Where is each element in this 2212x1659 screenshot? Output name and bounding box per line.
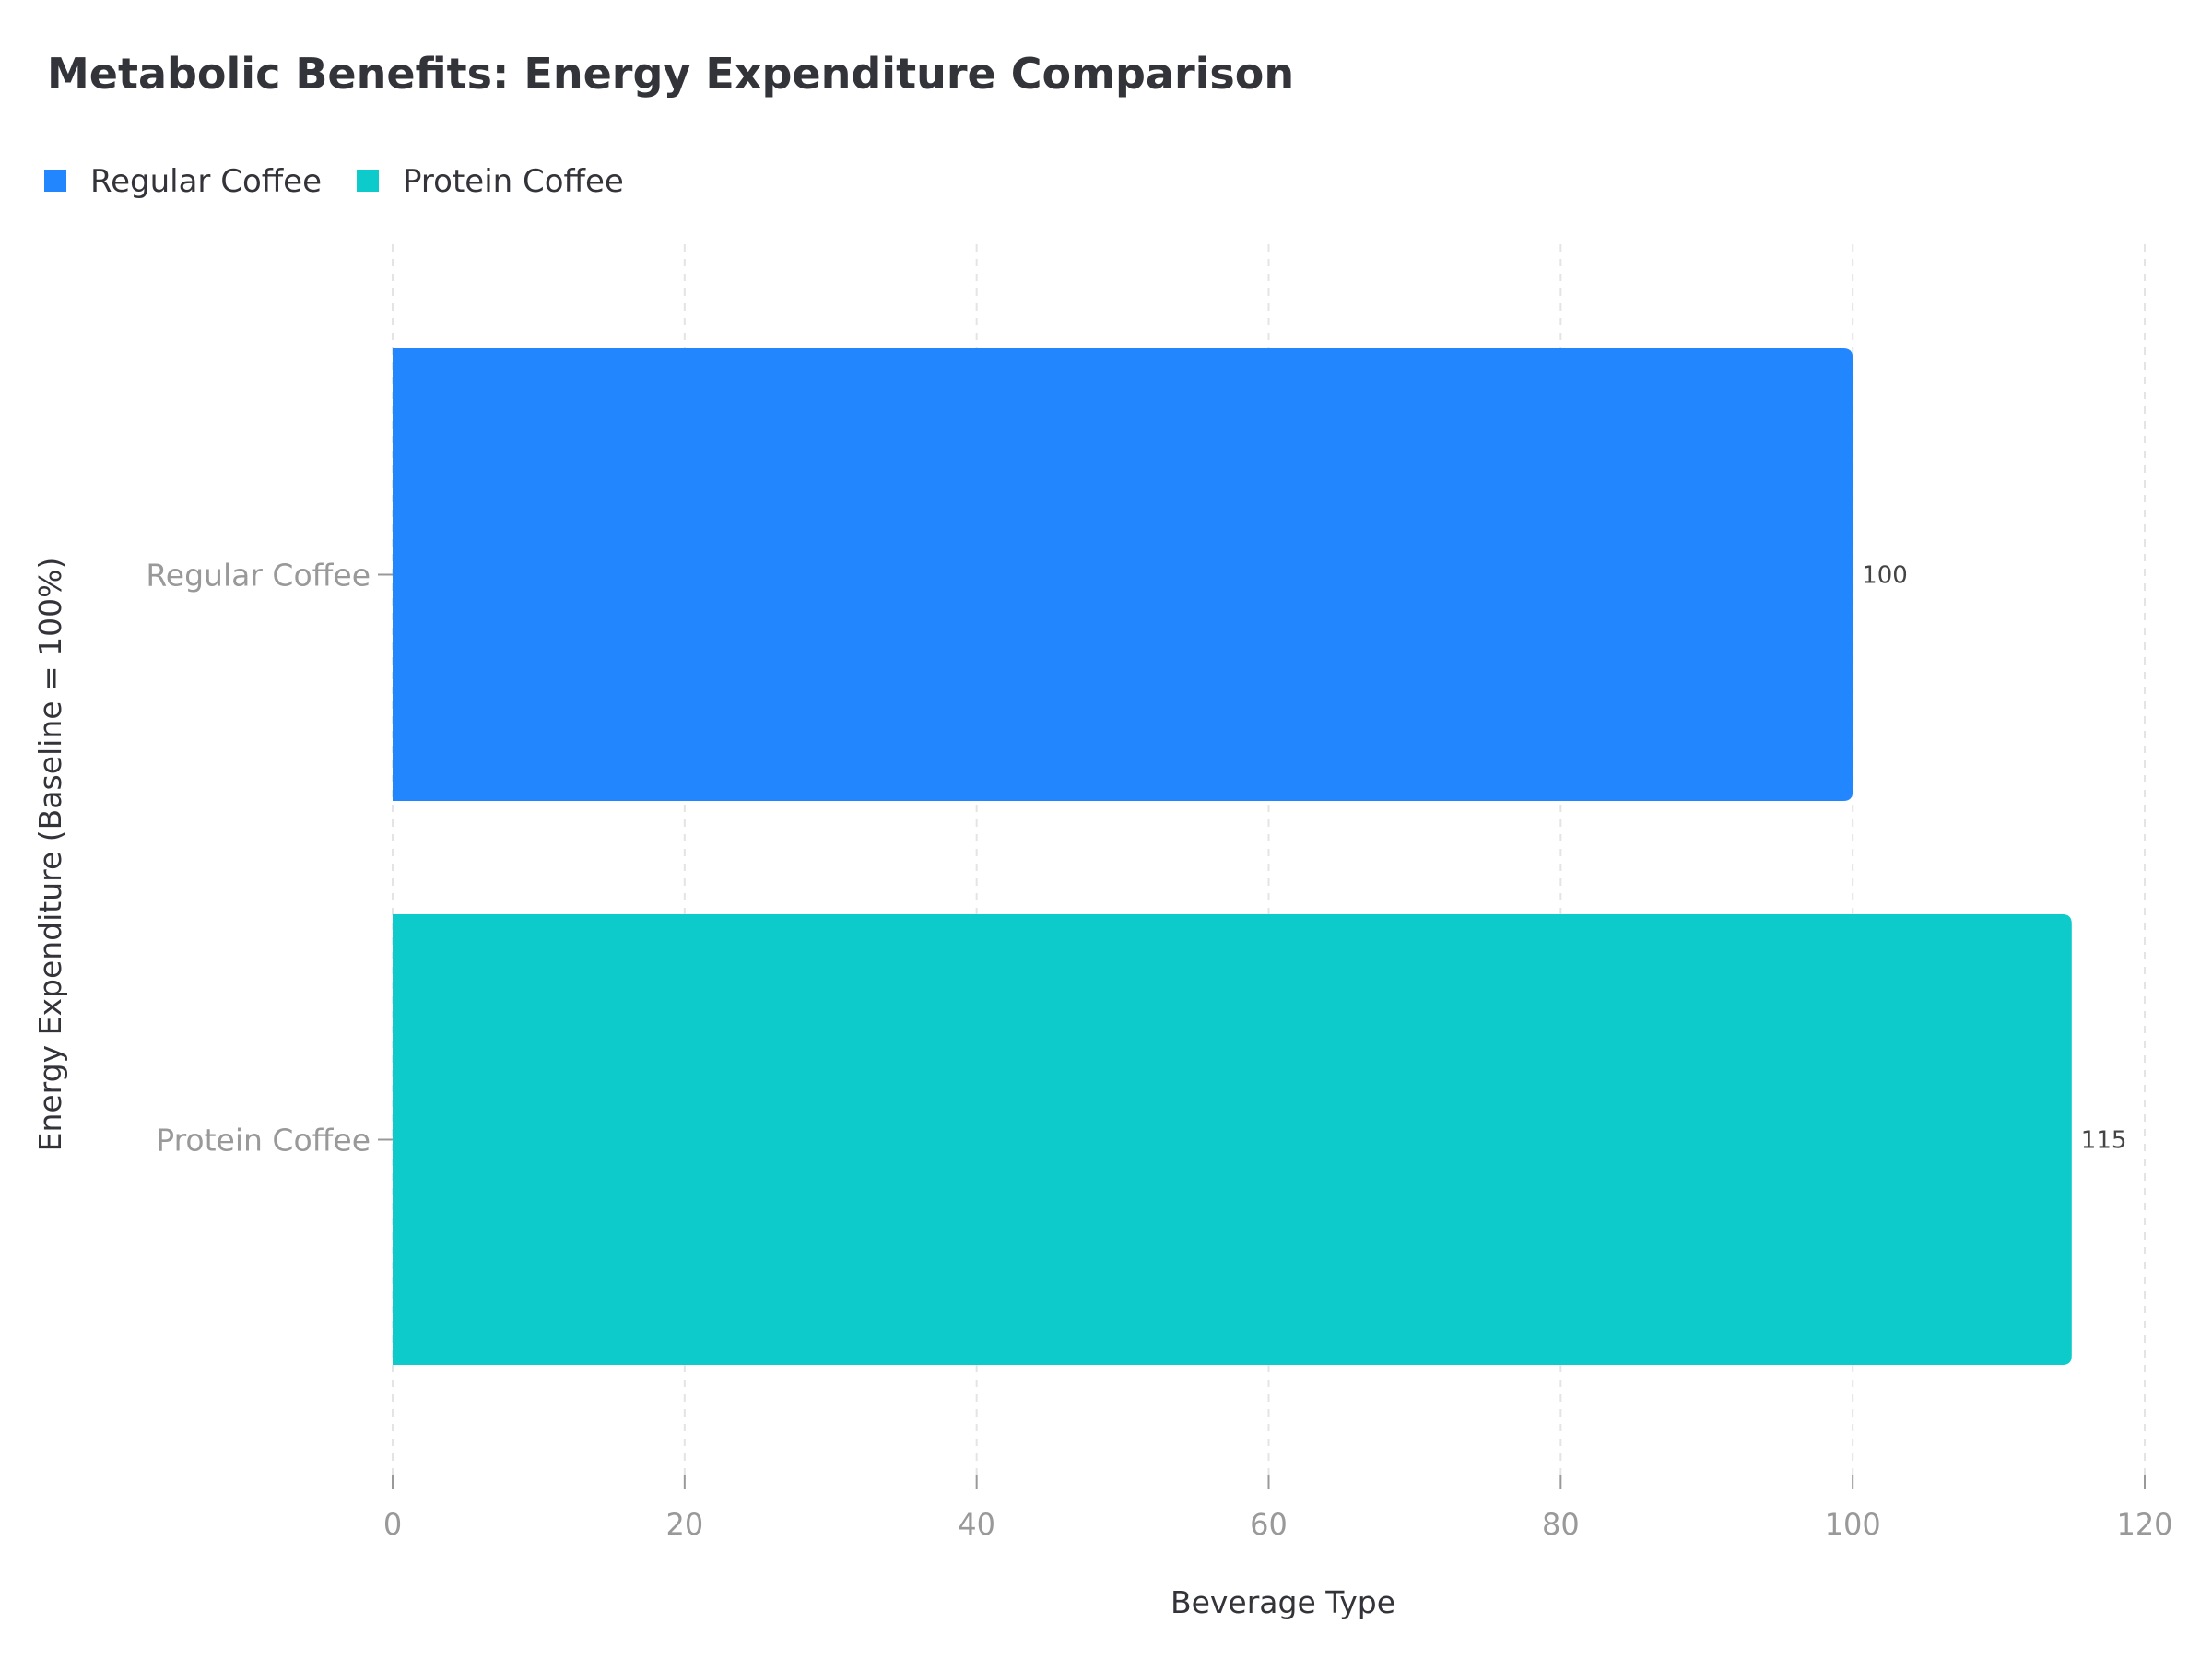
- x-tick-label: 100: [1825, 1507, 1881, 1542]
- value-label: 100: [1862, 562, 1908, 590]
- legend-label: Protein Coffee: [403, 163, 624, 200]
- legend-swatch: [44, 170, 66, 192]
- x-tick-label: 0: [383, 1507, 402, 1542]
- x-axis-ticks: 0 20 40 60 80 100 120: [383, 1475, 2173, 1542]
- x-tick-label: 20: [665, 1507, 703, 1542]
- value-label: 115: [2081, 1127, 2127, 1155]
- y-category-label: Protein Coffee: [156, 1123, 371, 1159]
- y-category-label: Regular Coffee: [146, 558, 371, 594]
- bar-protein-coffee: [393, 914, 2072, 1365]
- legend-label: Regular Coffee: [90, 163, 322, 200]
- bars: 100 115: [393, 348, 2126, 1365]
- legend-swatch: [357, 170, 380, 192]
- x-tick-label: 120: [2116, 1507, 2172, 1542]
- x-tick-label: 40: [958, 1507, 995, 1542]
- x-tick-label: 80: [1542, 1507, 1580, 1542]
- y-axis-categories: Regular Coffee Protein Coffee: [146, 558, 393, 1159]
- chart-title: Metabolic Benefits: Energy Expenditure C…: [47, 49, 1294, 99]
- bar-regular-coffee: [393, 348, 1853, 801]
- x-axis-label: Beverage Type: [1171, 1584, 1395, 1620]
- legend: Regular Coffee Protein Coffee: [44, 163, 624, 200]
- x-tick-label: 60: [1250, 1507, 1288, 1542]
- y-axis-label: Energy Expenditure (Baseline = 100%): [32, 558, 68, 1152]
